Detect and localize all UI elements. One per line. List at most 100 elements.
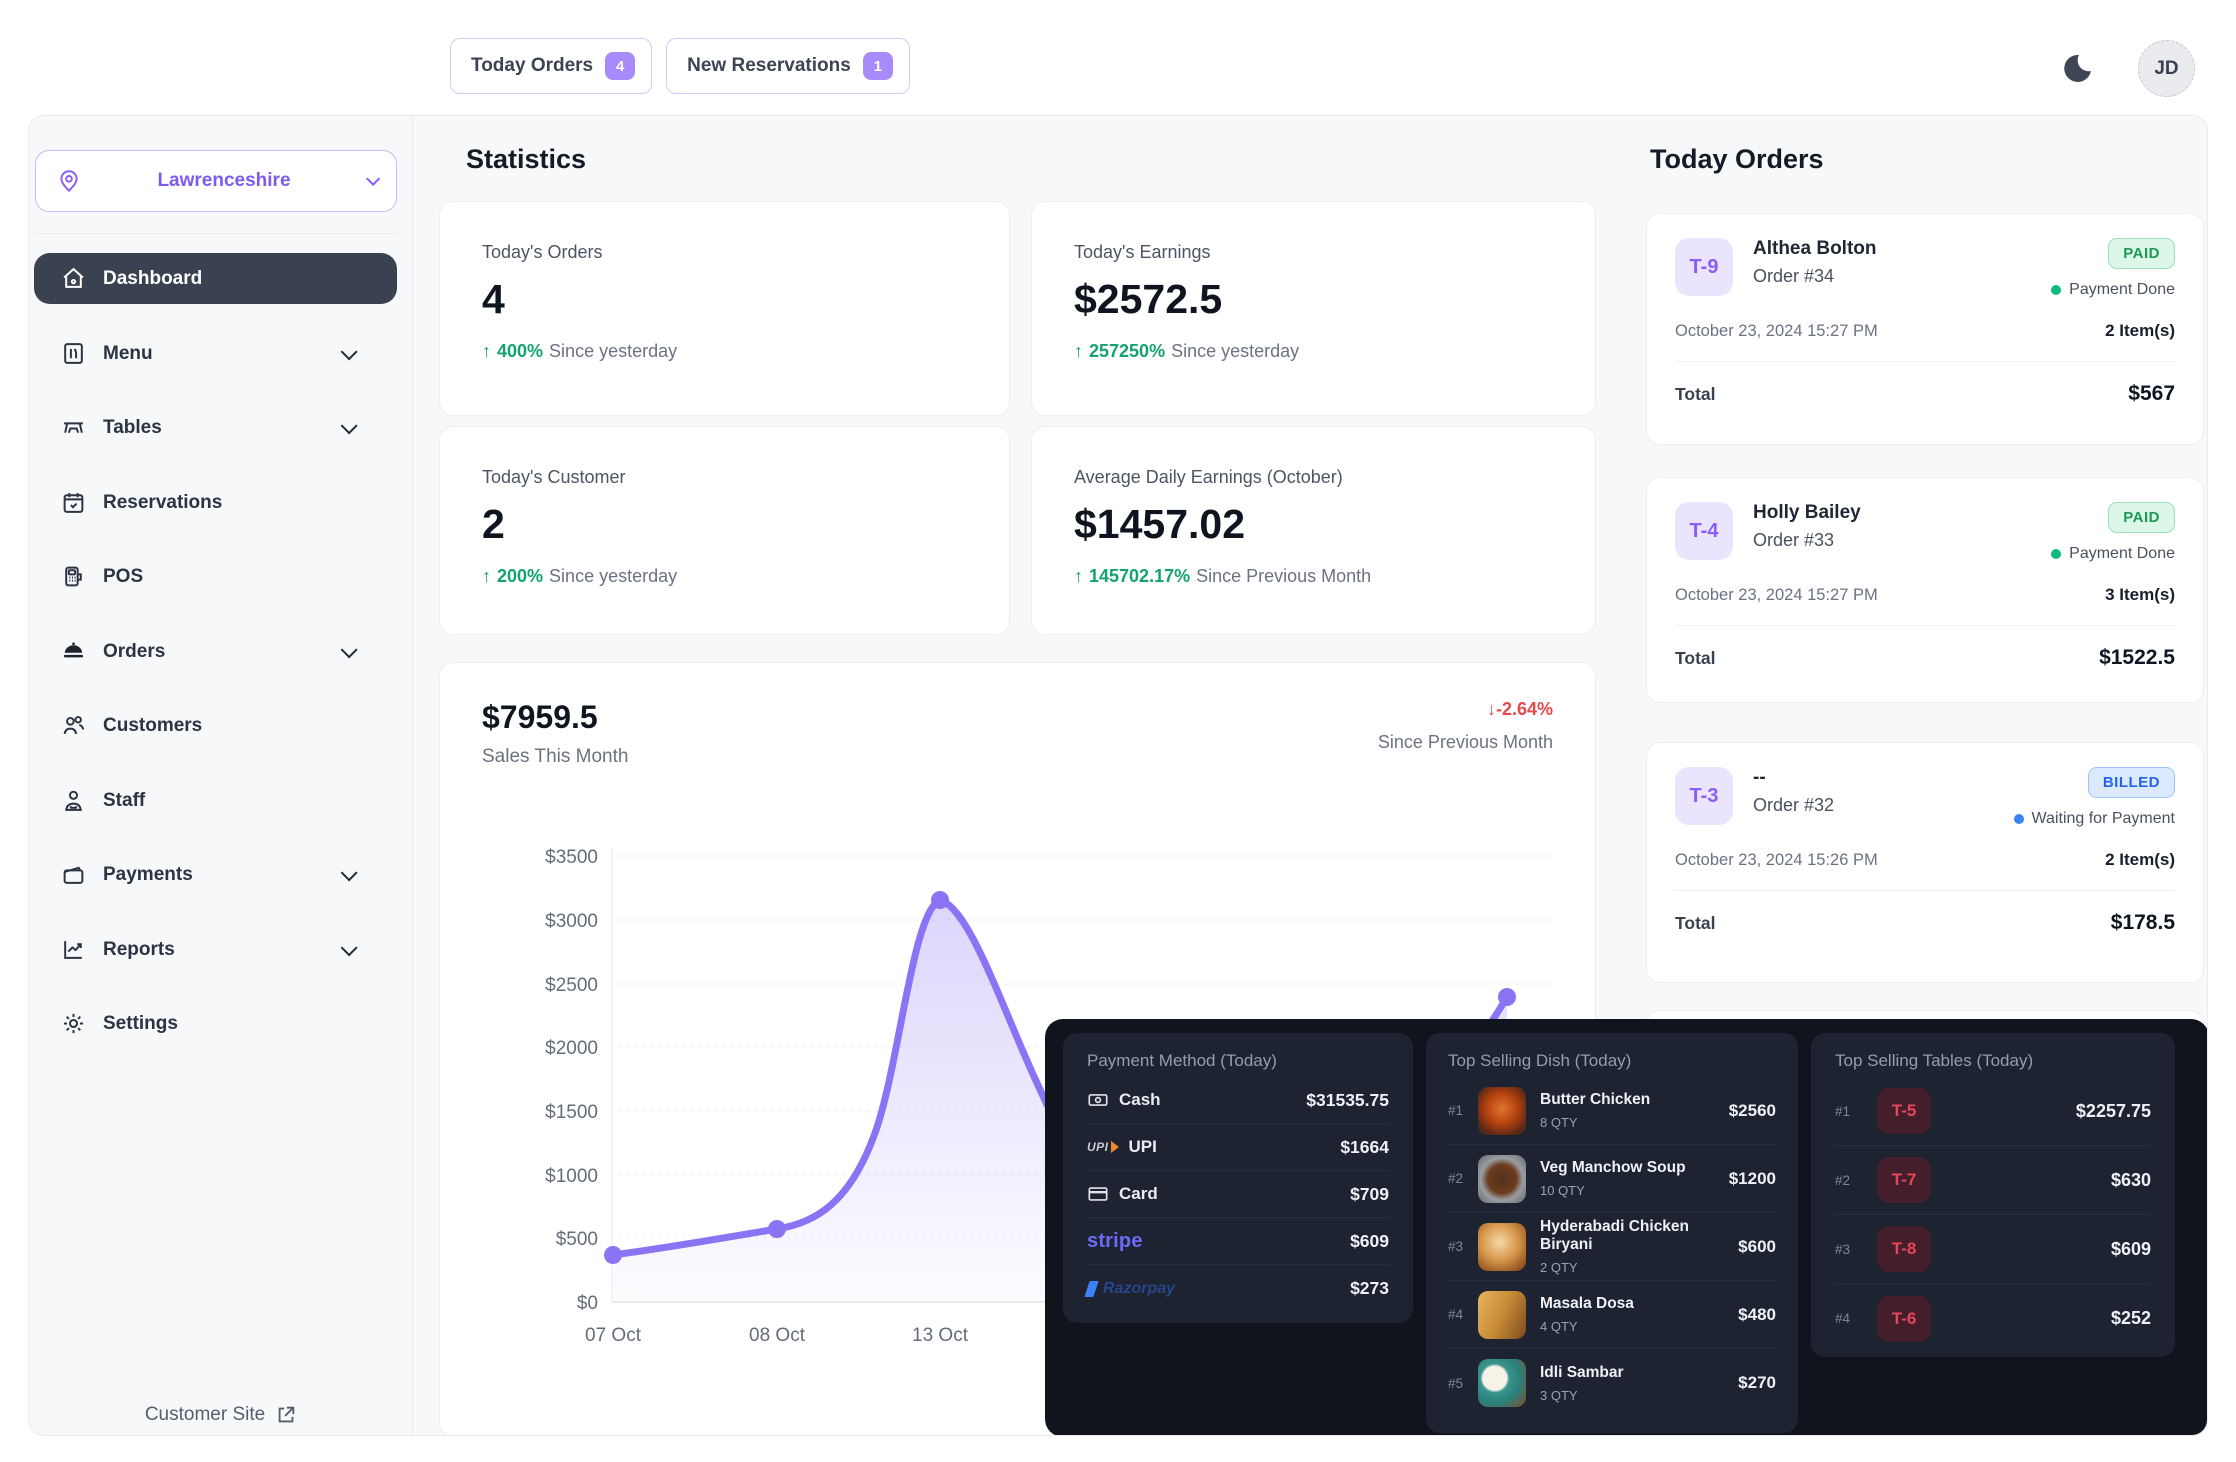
sidebar-item-menu[interactable]: Menu: [34, 328, 397, 379]
table-badge: T-8: [1877, 1226, 1931, 1272]
dish-row: #2 Veg Manchow Soup 10 QTY $1200: [1448, 1145, 1776, 1213]
y-tick: $2500: [545, 975, 598, 996]
data-point[interactable]: [604, 1246, 622, 1264]
up-arrow-icon: ↑: [1074, 341, 1083, 361]
sidebar-item-reports[interactable]: Reports: [34, 924, 397, 975]
stat-card-todays-orders: Today's Orders 4 ↑ 400% Since yesterday: [439, 201, 1010, 416]
payment-amount: $31535.75: [1306, 1089, 1389, 1110]
table-rank-row: #3 T-8 $609: [1835, 1215, 2151, 1284]
sidebar-item-dashboard[interactable]: Dashboard: [34, 253, 397, 304]
table-badge: T-5: [1877, 1088, 1931, 1134]
dish-image: [1478, 1290, 1526, 1339]
customer-site-link[interactable]: Customer Site: [29, 1404, 413, 1426]
data-point[interactable]: [931, 891, 949, 909]
user-avatar[interactable]: JD: [2138, 40, 2195, 97]
data-point[interactable]: [768, 1220, 786, 1238]
app-frame: Lawrenceshire Dashboard Menu Tables Rese…: [28, 115, 2208, 1436]
sidebar: Lawrenceshire Dashboard Menu Tables Rese…: [29, 116, 413, 1435]
gear-icon: [63, 1013, 84, 1034]
payment-amount: $1664: [1340, 1136, 1389, 1157]
order-card[interactable]: T-4 Holly Bailey Order #33 PAID Payment …: [1646, 477, 2204, 703]
payment-method-panel: Payment Method (Today) Cash $31535.75 UP…: [1063, 1033, 1413, 1323]
dark-mode-toggle[interactable]: [2058, 50, 2096, 88]
order-card-divider: [1675, 890, 2175, 891]
new-reservations-button[interactable]: New Reservations 1: [666, 38, 910, 94]
sidebar-item-settings[interactable]: Settings: [34, 998, 397, 1049]
down-arrow-icon: ↓: [1486, 699, 1496, 719]
new-reservations-button-label: New Reservations: [687, 55, 851, 76]
location-selector[interactable]: Lawrenceshire: [35, 150, 397, 212]
order-card[interactable]: T-3 -- Order #32 BILLED Waiting for Paym…: [1646, 742, 2204, 983]
dish-rank: #3: [1448, 1239, 1464, 1254]
upi-logo-icon: UPI: [1087, 1140, 1119, 1154]
order-card[interactable]: T-9 Althea Bolton Order #34 PAID Payment…: [1646, 213, 2204, 445]
sidebar-item-customers[interactable]: Customers: [34, 700, 397, 751]
sidebar-item-label: Menu: [103, 342, 153, 364]
sidebar-item-label: Reports: [103, 938, 175, 960]
dish-row: #3 Hyderabadi Chicken Biryani 2 QTY $600: [1448, 1213, 1776, 1281]
customer-name: --: [1753, 767, 1766, 788]
stat-value: 4: [482, 276, 505, 322]
stripe-logo: stripe: [1087, 1229, 1143, 1252]
sidebar-item-tables[interactable]: Tables: [34, 402, 397, 453]
wallet-icon: [63, 866, 84, 884]
chevron-down-icon: [340, 938, 358, 956]
order-datetime: October 23, 2024 15:26 PM: [1675, 850, 1878, 869]
order-items-count: 2 Item(s): [2105, 321, 2175, 340]
stat-label: Average Daily Earnings (October): [1074, 467, 1343, 487]
sales-delta-period: Since Previous Month: [1377, 732, 1553, 752]
order-number: Order #32: [1753, 795, 1835, 815]
dish-qty: 10 QTY: [1540, 1183, 1585, 1198]
payment-status-dot: [2013, 814, 2024, 824]
payment-amount: $273: [1350, 1278, 1389, 1298]
y-tick: $500: [556, 1229, 598, 1250]
sidebar-item-label: Customers: [103, 714, 203, 736]
sidebar-item-staff[interactable]: Staff: [34, 775, 397, 826]
stat-delta-period: Since Previous Month: [1196, 566, 1372, 586]
dish-image: [1478, 1154, 1526, 1203]
up-arrow-icon: ↑: [1074, 566, 1083, 586]
sidebar-item-pos[interactable]: POS: [34, 551, 397, 602]
stat-label: Today's Orders: [482, 242, 603, 262]
sidebar-item-label: POS: [103, 565, 144, 587]
table-badge: T-9: [1675, 238, 1733, 296]
sidebar-item-orders[interactable]: Orders: [34, 626, 397, 677]
total-label: Total: [1675, 647, 1716, 668]
y-tick: $3500: [545, 847, 598, 868]
today-orders-button[interactable]: Today Orders 4: [450, 38, 653, 94]
order-card-divider: [1675, 361, 2175, 362]
stat-delta-period: Since yesterday: [1171, 341, 1300, 361]
dish-image: [1478, 1222, 1526, 1271]
sidebar-item-payments[interactable]: Payments: [34, 849, 397, 900]
today-orders-button-label: Today Orders: [471, 55, 594, 76]
cloche-icon: [63, 642, 84, 658]
sales-delta: -2.64%: [1495, 699, 1553, 719]
chevron-down-icon: [340, 640, 358, 658]
table-rank-row: #2 T-7 $630: [1835, 1146, 2151, 1215]
dish-panel-title: Top Selling Dish (Today): [1448, 1051, 1632, 1070]
sidebar-item-label: Tables: [103, 416, 162, 438]
top-selling-tables-panel: Top Selling Tables (Today) #1 T-5 $2257.…: [1811, 1033, 2175, 1357]
top-header-bar: Today Orders 4 New Reservations 1 JD: [0, 0, 2236, 115]
data-point[interactable]: [1498, 988, 1516, 1006]
order-items-count: 2 Item(s): [2105, 850, 2175, 869]
stat-delta-value: 257250%: [1089, 341, 1166, 361]
table-amount: $252: [2110, 1308, 2151, 1328]
order-datetime: October 23, 2024 15:27 PM: [1675, 585, 1878, 604]
payment-method-label: Cash: [1119, 1090, 1161, 1109]
dish-amount: $1200: [1728, 1168, 1776, 1188]
payment-row: stripe $609: [1087, 1218, 1389, 1265]
status-badge: PAID: [2108, 238, 2175, 269]
status-badge: PAID: [2108, 502, 2175, 533]
table-icon: [64, 422, 83, 434]
order-number: Order #33: [1753, 530, 1835, 550]
x-tick: 07 Oct: [585, 1325, 642, 1346]
payment-status-dot: [2051, 549, 2062, 559]
total-label: Total: [1675, 383, 1716, 404]
chevron-down-icon: [340, 863, 358, 881]
tables-panel-title: Top Selling Tables (Today): [1835, 1051, 2034, 1070]
dish-amount: $270: [1738, 1373, 1776, 1392]
payment-status-dot: [2051, 285, 2062, 295]
sidebar-item-reservations[interactable]: Reservations: [34, 477, 397, 528]
dish-image: [1478, 1086, 1526, 1135]
